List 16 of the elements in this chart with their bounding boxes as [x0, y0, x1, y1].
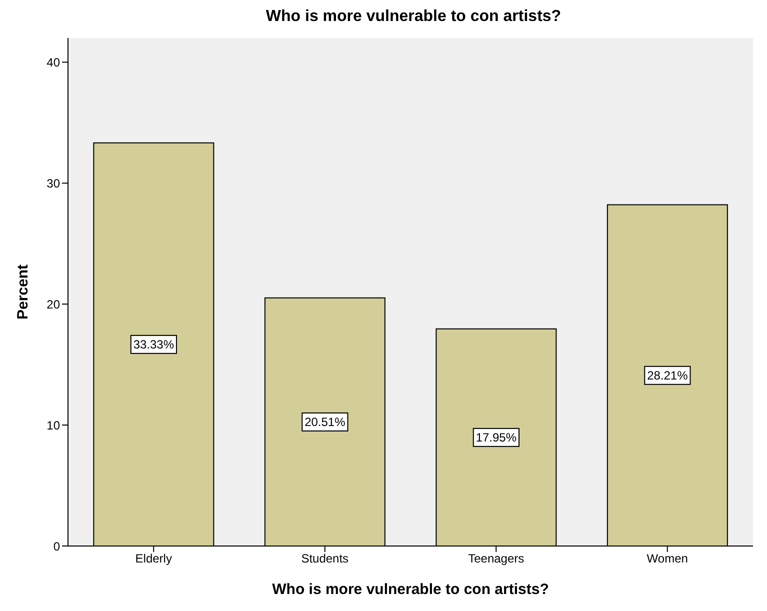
chart-title: Who is more vulnerable to con artists?	[264, 8, 562, 27]
y-tick-label: 0	[53, 539, 60, 554]
x-tick-label: Students	[301, 552, 349, 566]
y-tick-label: 10	[46, 418, 60, 432]
x-tick-label: Women	[646, 552, 688, 566]
data-label: 33.33%	[133, 337, 174, 352]
y-tick-label: 20	[46, 297, 60, 312]
x-axis-title: Who is more vulnerable to con artists?	[272, 581, 549, 598]
y-axis-title: Percent	[14, 264, 32, 320]
x-tick-label: Elderly	[135, 552, 172, 566]
data-label: 28.21%	[647, 368, 688, 382]
data-label: 17.95%	[476, 430, 517, 444]
x-tick-label: Teenagers	[468, 552, 524, 566]
y-tick-label: 30	[46, 176, 60, 190]
data-label: 20.51%	[304, 414, 346, 429]
y-tick-label: 40	[46, 55, 60, 70]
